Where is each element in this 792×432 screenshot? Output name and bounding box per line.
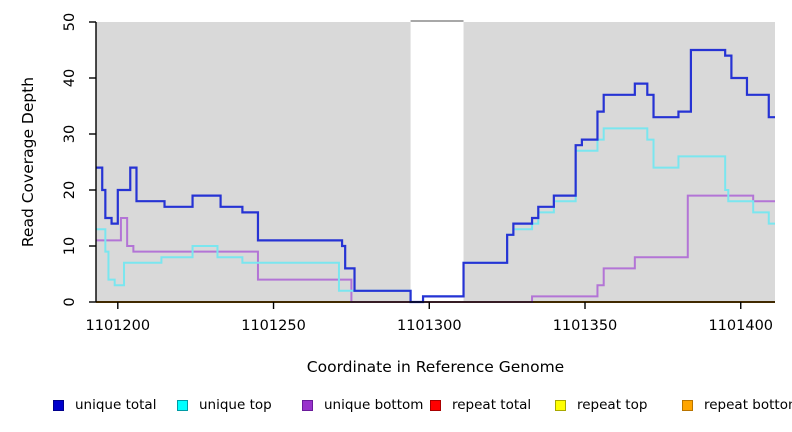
legend-swatch-repeat-bottom-icon — [682, 399, 693, 411]
legend-swatch-unique-total-icon — [53, 399, 64, 411]
legend-item-unique-top: unique top — [177, 395, 272, 415]
series-line-unique-bottom — [96, 194, 775, 303]
series-line-unique-total — [96, 48, 775, 304]
y-tick-label: 50 — [62, 13, 78, 31]
x-tick-label: 1101300 — [397, 318, 462, 334]
y-tick-label: 10 — [62, 237, 78, 255]
legend-item-unique-bottom: unique bottom — [302, 395, 423, 415]
legend-item-repeat-total: repeat total — [430, 395, 531, 415]
legend-label: repeat total — [452, 397, 532, 413]
x-axis-title: Coordinate in Reference Genome — [306, 358, 565, 376]
legend-label: unique top — [199, 397, 272, 413]
legend-label: repeat top — [577, 397, 648, 413]
x-tick-label: 1101400 — [708, 318, 773, 334]
legend-swatch-unique-top-icon — [177, 399, 188, 411]
plot-svg: 1101200 1101250 1101300 1101350 1101400 0 10 20… — [19, 13, 775, 334]
legend-swatch-repeat-top-icon — [555, 399, 566, 411]
legend-item-unique-total: unique total — [53, 395, 156, 415]
y-tick-label: 30 — [62, 125, 78, 143]
coverage-chart: 1101200 1101250 1101300 1101350 1101400 0 10 20… — [19, 13, 775, 334]
legend-swatch-unique-bottom-icon — [302, 399, 313, 411]
masked-region — [410, 20, 464, 302]
y-axis-title: Read Coverage Depth — [19, 77, 37, 247]
legend-swatch-repeat-total-icon — [430, 399, 441, 411]
y-tick-label: 40 — [62, 69, 78, 87]
y-tick-label: 0 — [62, 297, 78, 306]
x-tick-label: 1101250 — [241, 318, 306, 334]
chart-legend: unique total unique top unique bottom repea… — [0, 395, 792, 417]
legend-item-repeat-top: repeat top — [555, 395, 647, 415]
legend-label: unique bottom — [324, 397, 424, 413]
y-tick-label: 20 — [62, 181, 78, 199]
x-tick-label: 1101350 — [553, 318, 618, 334]
legend-label: unique total — [75, 397, 157, 413]
x-tick-label: 1101200 — [86, 318, 151, 334]
legend-item-repeat-bottom: repeat bottom — [682, 395, 792, 415]
legend-label: repeat bottom — [704, 397, 792, 413]
